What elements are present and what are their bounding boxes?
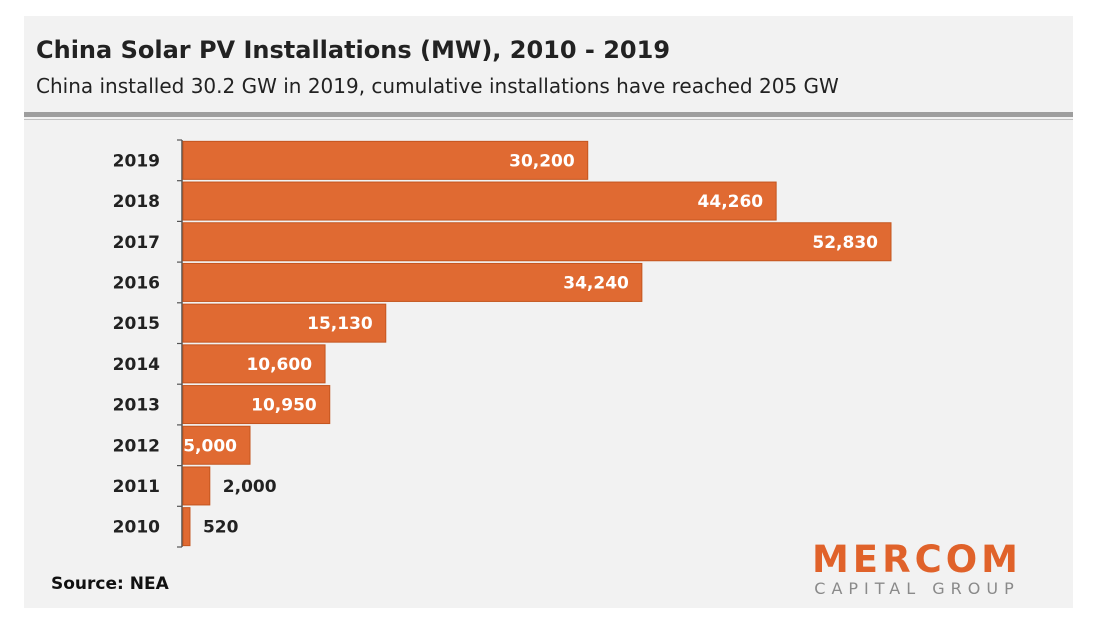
- bar: [182, 222, 892, 262]
- bar: [182, 385, 331, 425]
- source-note: Source: NEA: [51, 574, 169, 594]
- y-tick-label: 2015: [113, 314, 160, 334]
- data-label: 10,600: [246, 355, 312, 375]
- y-tick-label: 2018: [113, 192, 160, 212]
- data-label: 15,130: [307, 314, 373, 334]
- y-tick-label: 2016: [113, 273, 160, 293]
- y-tick-label: 2010: [113, 518, 160, 538]
- bar-chart: 2019 30,200 2018 44,260 2017 52,830 2016 34,240…: [113, 139, 892, 548]
- bar: [182, 425, 251, 465]
- y-tick-label: 2012: [113, 436, 160, 456]
- y-tick-label: 2019: [113, 151, 160, 171]
- bar: [182, 181, 777, 221]
- y-tick-label: 2011: [113, 477, 160, 497]
- chart-panel: China Solar PV Installations (MW), 2010 …: [24, 16, 1073, 608]
- header-divider: [24, 112, 1073, 117]
- data-label: 520: [203, 518, 239, 538]
- data-label: 10,950: [251, 396, 317, 416]
- logo-tagline: CAPITAL GROUP: [814, 579, 1020, 598]
- data-label: 34,240: [563, 273, 629, 293]
- chart-subtitle: China installed 30.2 GW in 2019, cumulat…: [36, 74, 839, 98]
- data-label: 44,260: [698, 192, 764, 212]
- data-label: 52,830: [812, 233, 878, 253]
- bar: [182, 140, 589, 180]
- bar: [182, 344, 326, 384]
- data-label: 5,000: [183, 436, 237, 456]
- bar: [182, 262, 643, 302]
- bar: [182, 466, 211, 506]
- company-logo: MERCOM CAPITAL GROUP: [784, 540, 1054, 600]
- y-tick-label: 2014: [113, 355, 160, 375]
- bar: [182, 303, 387, 343]
- y-tick-label: 2017: [113, 233, 160, 253]
- header-divider-thin: [24, 119, 1073, 120]
- data-label: 30,200: [509, 151, 575, 171]
- data-label: 2,000: [223, 477, 277, 497]
- bar: [182, 507, 191, 547]
- chart-title: China Solar PV Installations (MW), 2010 …: [36, 36, 671, 64]
- logo-wordmark: MERCOM: [811, 538, 1022, 581]
- y-tick-label: 2013: [113, 396, 160, 416]
